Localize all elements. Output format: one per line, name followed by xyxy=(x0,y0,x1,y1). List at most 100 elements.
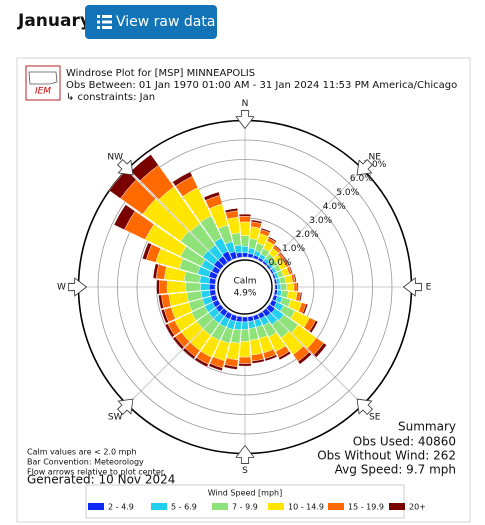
wedge xyxy=(172,171,193,187)
compass-label: NE xyxy=(369,153,382,163)
wedge xyxy=(113,204,136,230)
note: Bar Convention: Meteorology xyxy=(27,458,144,467)
flow-arrow xyxy=(235,110,255,130)
wedge xyxy=(241,316,249,323)
wedge xyxy=(185,282,201,292)
button-bg[interactable] xyxy=(85,5,217,39)
wedge xyxy=(277,283,282,291)
summary-line: Obs Without Wind: 262 xyxy=(317,449,456,463)
wedge xyxy=(286,282,295,292)
legend-label: 10 - 14.9 xyxy=(288,503,324,512)
wedge xyxy=(194,357,209,368)
generated: Generated: 10 Nov 2024 xyxy=(27,473,175,487)
wedge xyxy=(296,282,299,292)
wedge xyxy=(208,363,223,372)
r-tick-label: 2.0% xyxy=(296,230,319,240)
list-icon xyxy=(97,15,112,29)
wedge xyxy=(152,263,159,279)
legend-swatch xyxy=(88,503,104,510)
wedge xyxy=(284,258,290,267)
wedge xyxy=(242,252,248,258)
compass-label: S xyxy=(242,466,248,476)
wedge xyxy=(309,320,319,334)
legend-label: 7 - 9.9 xyxy=(232,503,258,512)
wedge xyxy=(313,342,327,358)
raw-data-button[interactable]: View raw data xyxy=(85,5,217,39)
grid-ring xyxy=(136,178,354,396)
chart-subtitle: Obs Between: 01 Jan 1970 01:00 AM - 31 J… xyxy=(66,80,457,91)
spoke xyxy=(265,168,364,267)
spoke xyxy=(265,307,364,406)
wedge xyxy=(166,280,187,294)
wedge xyxy=(239,216,251,223)
wedge xyxy=(160,309,169,324)
flow-arrow xyxy=(402,277,422,297)
wedge xyxy=(182,347,196,360)
r-tick-label: 4.0% xyxy=(323,202,346,212)
wedge xyxy=(239,341,251,358)
wedge xyxy=(172,336,185,350)
legend-title: Wind Speed [mph] xyxy=(208,489,282,498)
flow-arrow xyxy=(117,159,134,176)
flow-arrow xyxy=(117,398,134,415)
legend-swatch xyxy=(328,503,344,510)
flow-arrow xyxy=(356,159,373,176)
chart-title: Windrose Plot for [MSP] MINNEAPOLIS xyxy=(66,68,255,79)
wedge xyxy=(224,207,239,214)
note: Flow arrows relative to plot center. xyxy=(27,468,166,477)
wedge xyxy=(241,246,249,254)
logo: IEM xyxy=(25,65,61,101)
compass-label: NW xyxy=(107,153,123,163)
wedge xyxy=(159,279,168,295)
flow-arrow xyxy=(68,277,88,297)
wedge xyxy=(279,251,286,260)
legend-swatch xyxy=(151,503,167,510)
wedge xyxy=(268,236,277,243)
summary-line: Obs Used: 40860 xyxy=(353,435,456,449)
flow-arrow xyxy=(356,398,373,415)
button-label[interactable]: View raw data xyxy=(116,14,215,30)
windrose: 0.0% 1.0% 2.0% 3.0% 4.0% 5.0% 6.0% 7.0% Calm 4.9%… xyxy=(27,99,456,512)
calm-label: Calm xyxy=(233,277,256,287)
calm-circle xyxy=(217,259,273,315)
spoke xyxy=(126,307,225,406)
wedge xyxy=(293,282,298,292)
legend-swatch xyxy=(268,503,284,510)
r-tick-label: 7.0% xyxy=(363,160,386,170)
wedge xyxy=(158,294,164,310)
note: Calm values are < 2.0 mph xyxy=(27,448,137,457)
compass-label: N xyxy=(242,99,249,109)
wedge xyxy=(239,221,251,236)
heading: January xyxy=(17,11,91,31)
compass-label: SW xyxy=(108,412,123,422)
wedge xyxy=(223,364,238,370)
summary-line: Avg Speed: 9.7 mph xyxy=(335,463,456,477)
wedge xyxy=(200,283,210,291)
wedge xyxy=(264,354,278,362)
wedge xyxy=(297,351,312,365)
wedge xyxy=(250,219,263,224)
wedge xyxy=(238,213,252,217)
wedge xyxy=(280,283,287,291)
compass-label: E xyxy=(426,283,432,293)
grid-ring xyxy=(117,159,373,415)
r-tick-label: 1.0% xyxy=(282,244,305,254)
wedge xyxy=(238,356,252,364)
compass-label: SE xyxy=(369,412,381,422)
wedge xyxy=(298,292,303,302)
r-tick-label: 0.0% xyxy=(269,258,292,268)
legend-label: 2 - 4.9 xyxy=(108,503,134,512)
legend-swatch xyxy=(212,503,228,510)
r-tick-label: 5.0% xyxy=(336,188,359,198)
r-tick-label: 6.0% xyxy=(350,174,373,184)
legend-swatch xyxy=(389,503,405,510)
wedge xyxy=(240,235,250,247)
r-tick-label: 3.0% xyxy=(309,216,332,226)
legend-label: 5 - 6.9 xyxy=(171,503,197,512)
wedge xyxy=(274,284,278,290)
wedge xyxy=(302,303,309,315)
wedge xyxy=(142,242,153,261)
flow-arrow xyxy=(235,444,255,464)
calm-value: 4.9% xyxy=(234,289,257,299)
